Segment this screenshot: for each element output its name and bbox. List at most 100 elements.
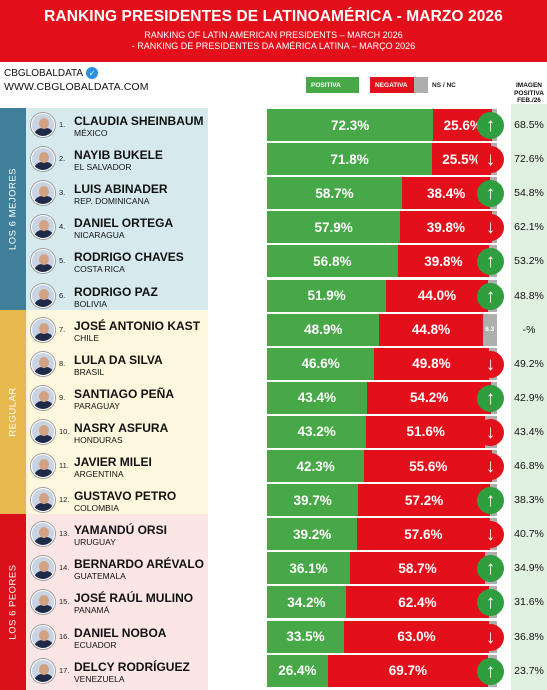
president-avatar <box>31 419 55 444</box>
rank-number: 4. <box>59 222 66 232</box>
image-positive-value: 72.6% <box>514 153 544 166</box>
avatar-body <box>34 128 54 136</box>
approval-bar: 43.4%54.2%2.4 <box>267 381 497 414</box>
bar-negative: 49.8% <box>374 347 489 380</box>
approval-bar: 42.3%55.6%2.1 <box>267 450 497 482</box>
image-positive-header: IMAGEN POSITIVA FEB./26 <box>514 82 544 104</box>
bar-positive: 57.9% <box>267 211 401 244</box>
rank-number: 2. <box>59 154 66 164</box>
approval-bar: 43.2%51.6%5.2 <box>267 415 497 448</box>
president-avatar <box>31 351 55 376</box>
avatar-head <box>39 663 49 675</box>
avatar-body <box>34 400 54 409</box>
president-avatar <box>31 249 55 274</box>
group-label-worst: LOS 6 PEORES <box>0 514 26 690</box>
bar-negative: 63.0% <box>344 620 489 653</box>
avatar-head <box>39 424 49 436</box>
country-name: NICARAGUA <box>74 230 125 241</box>
approval-bar: 58.7%38.4%2.9 <box>267 177 497 210</box>
verified-badge-icon: ✓ <box>86 67 99 79</box>
president-name: JOSÉ RAÚL MULINO <box>74 591 194 606</box>
bar-positive: 26.4% <box>267 654 328 687</box>
president-avatar <box>31 181 55 206</box>
rank-number: 9. <box>59 392 66 402</box>
country-name: HONDURAS <box>74 434 123 445</box>
avatar-body <box>34 366 54 375</box>
rank-number: 13. <box>59 529 70 539</box>
president-avatar <box>31 658 55 683</box>
president-avatar <box>31 556 55 581</box>
president-avatar <box>31 624 55 649</box>
image-positive-value: 48.8% <box>514 289 544 302</box>
avatar-body <box>34 537 54 546</box>
avatar-body <box>34 434 54 443</box>
avatar-head <box>39 322 49 334</box>
president-name: SANTIAGO PEÑA <box>74 386 175 401</box>
image-positive-column <box>511 104 547 690</box>
rank-number: 11. <box>59 461 69 470</box>
image-positive-value: 34.9% <box>514 562 544 575</box>
rank-number: 7. <box>59 324 66 334</box>
bar-positive: 39.2% <box>267 518 358 551</box>
president-avatar <box>31 215 55 240</box>
president-name: RODRIGO PAZ <box>74 284 158 299</box>
bar-negative: 62.4% <box>345 586 490 619</box>
bar-positive: 58.7% <box>267 177 402 210</box>
bar-ns: 6.3 <box>482 313 497 346</box>
approval-bar: 33.5%63.0%3.5 <box>267 620 497 653</box>
avatar-head <box>39 152 49 164</box>
president-name: GUSTAVO PETRO <box>74 489 177 504</box>
image-positive-value: 42.9% <box>514 391 544 404</box>
approval-bar: 57.9%39.8%2.3 <box>267 211 497 244</box>
arrow-up-icon: ↑ <box>477 657 504 685</box>
president-avatar <box>31 317 55 342</box>
approval-bar: 51.9%44.0%4.1 <box>267 279 497 312</box>
image-positive-value: 36.8% <box>514 630 544 643</box>
avatar-body <box>34 605 54 614</box>
legend-ns: NS / NC <box>414 77 458 93</box>
bar-negative: 54.2% <box>366 381 492 414</box>
group-label-regular: REGULAR <box>0 310 26 514</box>
bar-negative: 39.8% <box>400 211 492 244</box>
country-name: ECUADOR <box>74 639 117 650</box>
group-band-worst <box>26 514 208 690</box>
bar-negative: 55.6% <box>364 450 493 482</box>
bar-positive: 71.8% <box>267 143 433 176</box>
rank-number: 10. <box>59 426 70 436</box>
group-band-regular <box>26 310 208 514</box>
president-name: LUIS ABINADER <box>74 182 168 197</box>
bar-positive: 42.3% <box>267 450 365 482</box>
bar-positive: 36.1% <box>267 552 351 585</box>
avatar-head <box>39 459 49 470</box>
bar-negative: 51.6% <box>366 415 486 448</box>
arrow-down-icon: ↓ <box>477 146 504 174</box>
image-positive-value: 38.3% <box>514 494 544 507</box>
bar-positive: 43.4% <box>267 381 367 414</box>
image-positive-value: 49.2% <box>514 357 544 370</box>
avatar-body <box>34 230 54 239</box>
arrow-up-icon: ↑ <box>477 487 504 515</box>
arrow-up-icon: ↑ <box>477 384 504 412</box>
country-name: COLOMBIA <box>74 503 119 514</box>
avatar-body <box>34 196 54 205</box>
president-name: RODRIGO CHAVES <box>74 250 184 265</box>
avatar-body <box>34 298 54 307</box>
avatar-head <box>39 595 49 607</box>
approval-bar: 71.8%25.5%2.7 <box>267 143 497 176</box>
arrow-down-icon: ↓ <box>477 623 504 651</box>
president-name: YAMANDÚ ORSI <box>74 523 167 538</box>
rank-number: 6. <box>59 290 66 300</box>
bar-negative: 58.7% <box>350 552 486 585</box>
country-name: MÉXICO <box>74 128 108 138</box>
image-positive-value: 23.7% <box>514 664 544 677</box>
president-avatar <box>31 454 55 478</box>
avatar-body <box>34 503 54 512</box>
image-positive-value: 46.8% <box>514 460 544 472</box>
